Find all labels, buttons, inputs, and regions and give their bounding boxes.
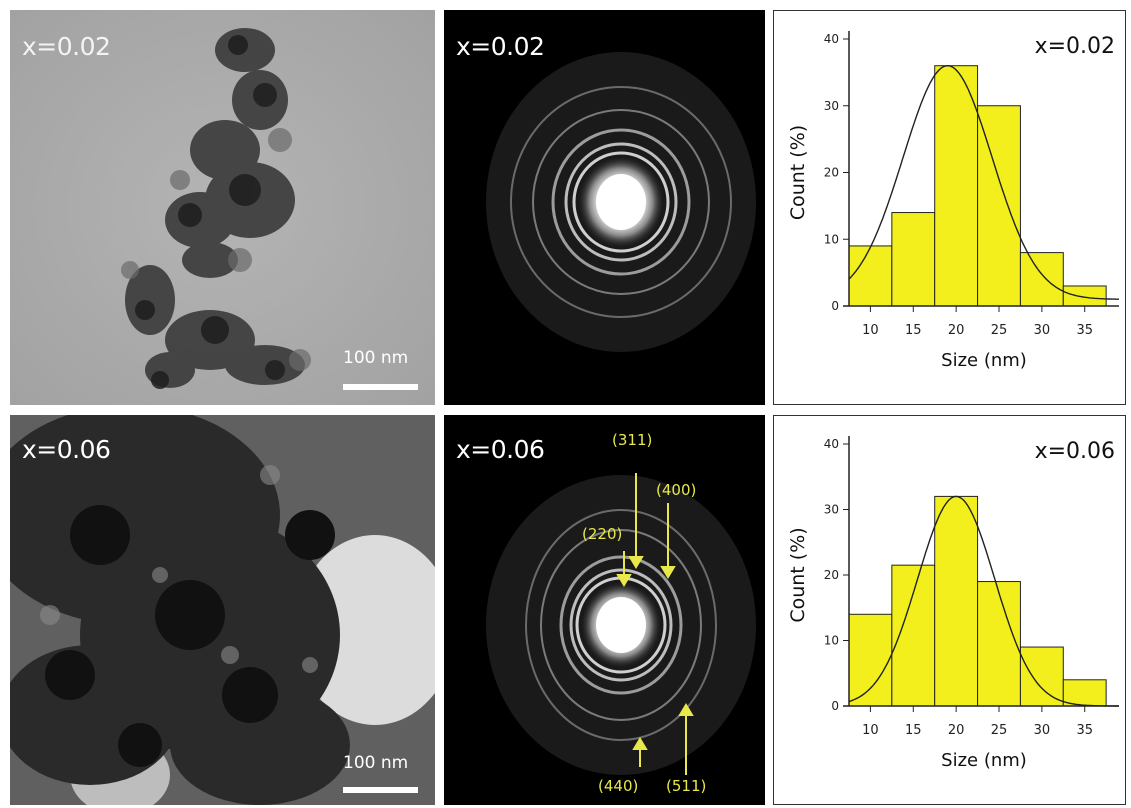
plane-arrows — [616, 473, 694, 775]
y-tick-label: 20 — [824, 568, 839, 582]
x-tick-label: 15 — [905, 723, 922, 738]
chart-title: x=0.06 — [1035, 439, 1115, 464]
tem-composition-label: x=0.06 — [22, 435, 111, 464]
plane-label-220: (220) — [582, 525, 623, 543]
x-tick-label: 25 — [991, 723, 1008, 738]
histogram-bar — [977, 581, 1021, 707]
saed-composition-label: x=0.02 — [456, 32, 545, 61]
histogram-bar — [977, 105, 1021, 307]
y-tick-label: 30 — [824, 503, 839, 517]
chart-title: x=0.02 — [1035, 34, 1115, 59]
scale-bar-label: 100 nm — [343, 348, 409, 368]
histogram-x002: 0 10 20 30 40 10 15 20 25 30 35 x=0.02 Size (nm) Coun… — [773, 10, 1126, 405]
plane-label-311: (311) — [612, 431, 653, 449]
histogram-bar — [1019, 252, 1064, 307]
gaussian-fit-curve — [848, 64, 1119, 300]
y-tick-label: 0 — [831, 699, 839, 713]
scale-bar — [343, 384, 418, 390]
y-tick-label: 20 — [824, 166, 839, 180]
scale-bar-label: 100 nm — [343, 753, 409, 773]
tem-image-x002: x=0.02 100 nm — [10, 10, 435, 405]
plane-label-400: (400) — [656, 481, 697, 499]
size-histogram-x002: 0 10 20 30 40 10 15 20 25 30 35 x=0.02 Size (nm) Coun… — [787, 31, 1119, 371]
histogram-bar — [934, 495, 979, 707]
x-tick-label: 30 — [1034, 723, 1051, 738]
x-tick-label: 20 — [948, 323, 965, 338]
y-tick-label: 0 — [831, 299, 839, 313]
y-tick-label: 40 — [824, 437, 839, 451]
histogram-bar — [891, 564, 936, 707]
histogram-bar — [1062, 679, 1107, 707]
histogram-x006: 0 10 20 30 40 10 15 20 25 30 35 x=0.06 Size (nm) Coun… — [773, 415, 1126, 805]
x-tick-label: 10 — [862, 323, 879, 338]
histogram-bar — [848, 245, 893, 307]
histogram-bar — [891, 212, 936, 307]
y-tick-label: 40 — [824, 32, 839, 46]
y-axis-label: Count (%) — [787, 527, 809, 622]
histogram-bar — [1062, 285, 1107, 307]
tem-micrograph-x006 — [10, 415, 435, 805]
x-tick-label: 15 — [905, 323, 922, 338]
saed-pattern-x006: x=0.06 (311) (400) (220) (440) (511) — [444, 415, 765, 805]
histogram-bar — [848, 613, 893, 707]
saed-rings-x006 — [486, 473, 756, 775]
histogram-bar — [1019, 646, 1064, 707]
saed-pattern-x002: x=0.02 — [444, 10, 765, 405]
saed-rings-x002 — [486, 52, 756, 352]
size-histogram-x006: 0 10 20 30 40 10 15 20 25 30 35 x=0.06 Size (nm) Coun… — [787, 436, 1119, 771]
y-tick-label: 30 — [824, 99, 839, 113]
tem-micrograph-x002 — [10, 10, 435, 405]
x-axis-label: Size (nm) — [941, 750, 1027, 771]
plane-label-440: (440) — [598, 777, 639, 795]
y-tick-label: 10 — [824, 232, 839, 246]
x-tick-label: 10 — [862, 723, 879, 738]
tem-image-x006: x=0.06 100 nm — [10, 415, 435, 805]
x-axis-label: Size (nm) — [941, 350, 1027, 371]
y-tick-label: 10 — [824, 634, 839, 648]
x-tick-label: 35 — [1076, 723, 1093, 738]
x-tick-label: 25 — [991, 323, 1008, 338]
saed-composition-label: x=0.06 — [456, 435, 545, 464]
y-axis-label: Count (%) — [787, 125, 809, 220]
gaussian-fit-curve — [848, 495, 1119, 707]
histogram-bar — [934, 65, 979, 307]
plane-label-511: (511) — [666, 777, 707, 795]
scale-bar — [343, 787, 418, 793]
x-tick-label: 20 — [948, 723, 965, 738]
x-tick-label: 35 — [1076, 323, 1093, 338]
x-tick-label: 30 — [1034, 323, 1051, 338]
tem-composition-label: x=0.02 — [22, 32, 111, 61]
